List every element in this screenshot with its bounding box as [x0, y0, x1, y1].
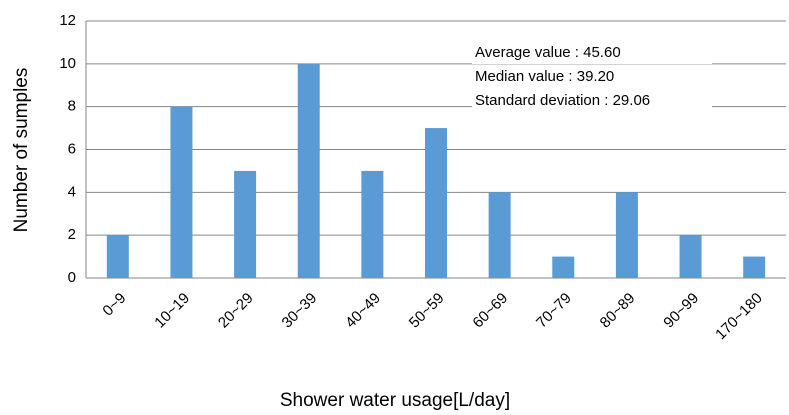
bar [615, 192, 638, 278]
x-tick-label: 20~29 [215, 290, 257, 332]
y-tick-label: 2 [68, 226, 76, 243]
y-tick-label: 4 [68, 183, 76, 200]
y-tick-label: 0 [68, 269, 76, 286]
bar [743, 256, 766, 278]
annotation-bg [472, 42, 712, 64]
bar [679, 235, 702, 278]
annotation: Average value : 45.60 [475, 44, 621, 61]
x-tick-label: 0~9 [99, 290, 129, 320]
x-tick-label: 90~99 [660, 290, 702, 332]
bar [106, 235, 129, 278]
x-tick-label: 30~39 [279, 290, 321, 332]
bar [297, 63, 320, 279]
x-tick-label: 170~180 [712, 290, 766, 344]
bar [234, 170, 257, 278]
x-tick-label: 80~89 [597, 290, 639, 332]
bar [425, 128, 447, 278]
y-tick-label: 6 [68, 140, 76, 157]
x-tick-label: 40~49 [342, 290, 384, 332]
annotation-bg [472, 90, 712, 112]
bar [488, 192, 511, 278]
annotation: Median value : 39.20 [475, 68, 614, 85]
x-tick-label: 50~59 [406, 290, 448, 332]
bar [361, 170, 384, 278]
y-axis-title: Number of sumples [11, 68, 32, 233]
x-tick-label: 60~69 [469, 290, 511, 332]
x-axis-title: Shower water usage[L/day] [280, 390, 510, 411]
bar [552, 256, 575, 278]
y-tick-label: 12 [59, 12, 76, 29]
y-tick-label: 8 [68, 98, 76, 115]
annotation-bg [472, 66, 712, 88]
x-tick-label: 10~19 [151, 290, 193, 332]
annotation: Standard deviation : 29.06 [475, 92, 650, 109]
bar [170, 106, 193, 279]
x-tick-label: 70~79 [533, 290, 575, 332]
y-tick-label: 10 [59, 55, 76, 72]
